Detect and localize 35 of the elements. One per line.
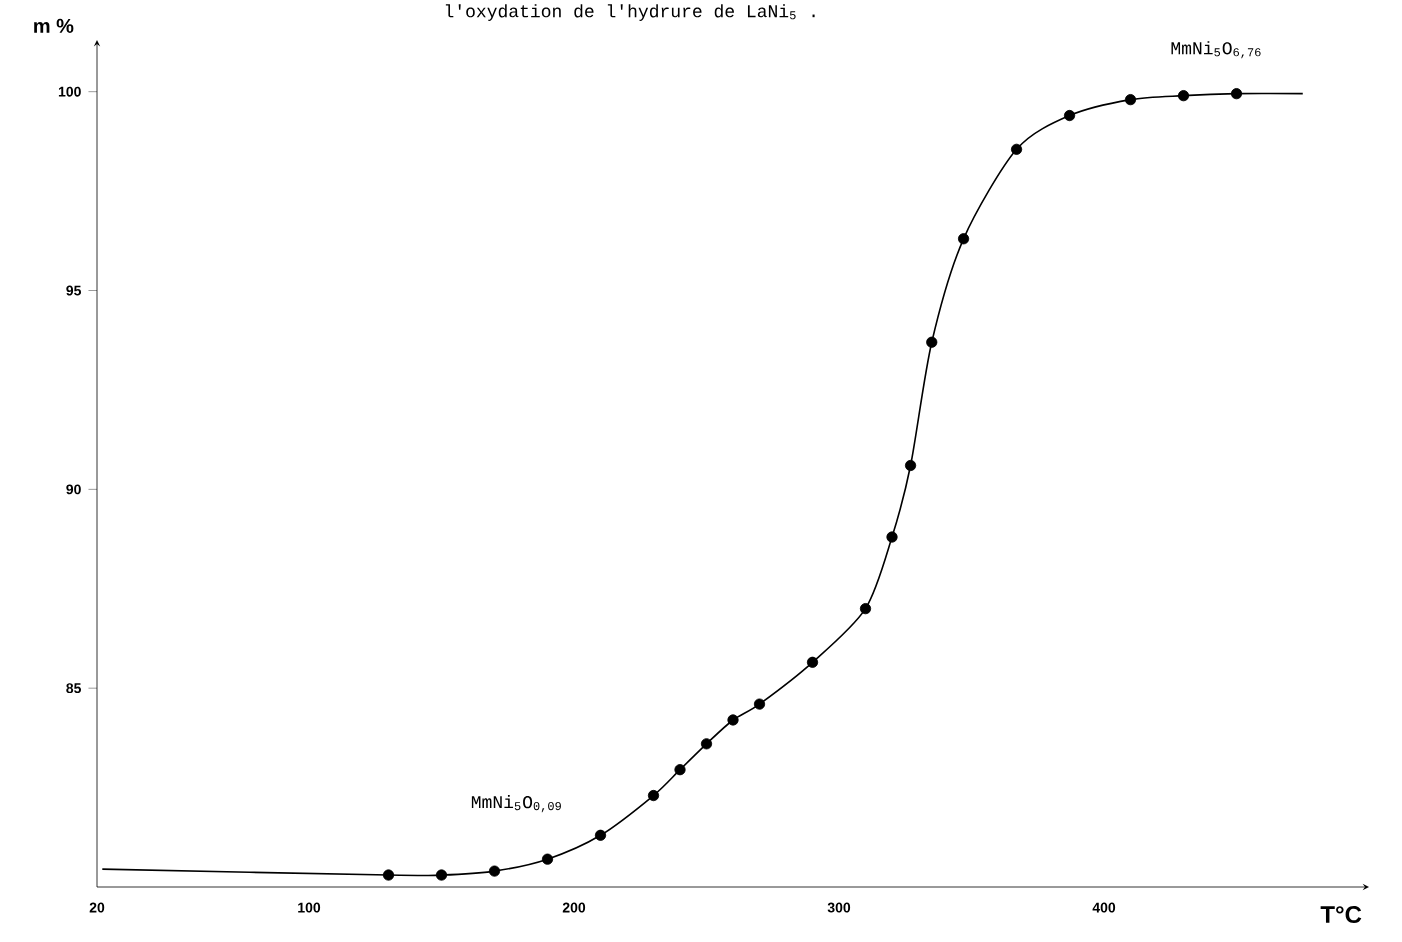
point <box>806 656 819 668</box>
point <box>1124 94 1137 106</box>
point <box>753 698 766 710</box>
point <box>488 865 501 877</box>
y-axis-title: m % <box>34 18 74 33</box>
point <box>594 829 607 841</box>
x-tick-label: 20 <box>89 902 105 913</box>
point <box>1230 88 1243 100</box>
point <box>674 764 686 776</box>
y-tick-label: 85 <box>66 683 82 694</box>
point <box>647 789 660 802</box>
y-tick-label: 95 <box>66 285 82 296</box>
chart-title: l'oxydation de l'hydrure de LaNi$_{5}$ . <box>445 4 815 21</box>
point <box>541 853 554 865</box>
point <box>700 738 713 750</box>
annotation: MmNi$_{5}$O$_{6,76}$ <box>1171 41 1261 59</box>
point <box>1063 109 1076 122</box>
point <box>904 459 917 472</box>
x-tick-label: 200 <box>562 902 586 913</box>
point <box>926 336 938 348</box>
y-tick-label: 90 <box>66 484 81 495</box>
point <box>1010 143 1023 155</box>
annotation: MmNi$_{5}$O$_{0,09}$ <box>471 795 561 813</box>
y-tick-label: 100 <box>58 86 81 97</box>
point <box>1177 90 1190 102</box>
point <box>435 869 448 881</box>
point <box>886 531 898 543</box>
point <box>859 603 872 615</box>
x-axis-title: T°C <box>1320 906 1362 924</box>
x-tick-label: 300 <box>827 902 851 913</box>
point <box>957 233 970 245</box>
x-tick-label: 100 <box>298 902 321 913</box>
point <box>727 714 739 726</box>
x-tick-label: 400 <box>1092 902 1116 913</box>
point <box>382 869 395 881</box>
